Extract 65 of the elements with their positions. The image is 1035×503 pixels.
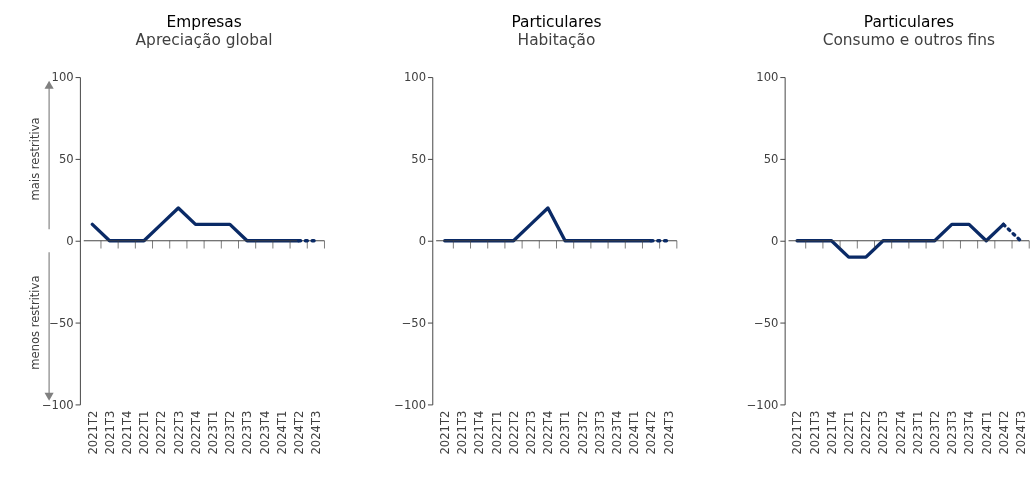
y-tick-label: 50 — [763, 152, 779, 167]
y-tick-label: −100 — [41, 397, 74, 412]
x-tick-label: 2021T3 — [102, 410, 117, 455]
x-tick-label: 2023T2 — [575, 410, 590, 455]
x-tick-label: 2021T3 — [455, 410, 470, 455]
x-tick-label: 2023T1 — [558, 410, 573, 455]
x-tick-label: 2022T1 — [489, 410, 504, 455]
x-tick-label: 2024T1 — [979, 410, 994, 455]
x-tick-label: 2022T1 — [137, 410, 152, 455]
text: menos restritiva — [28, 275, 43, 370]
x-tick-label: 2024T2 — [644, 410, 659, 455]
text: mais restritiva — [28, 117, 43, 201]
x-tick-label: 2021T2 — [790, 410, 805, 455]
x-tick-label: 2022T3 — [876, 410, 891, 455]
x-tick-label: 2022T2 — [154, 410, 169, 455]
chart-title: Particulares — [863, 13, 954, 32]
chart-subtitle: Consumo e outros fins — [822, 31, 996, 50]
y-tick-label: 100 — [51, 70, 74, 85]
y-tick-label: 50 — [411, 152, 427, 167]
x-tick-label: 2023T4 — [962, 410, 977, 455]
x-tick-label: 2023T4 — [257, 410, 272, 455]
x-tick-label: 2023T2 — [928, 410, 942, 455]
x-tick-label: 2022T1 — [842, 410, 857, 455]
x-tick-label: 2022T4 — [541, 410, 556, 455]
x-tick-label: 2024T3 — [1013, 410, 1028, 455]
x-tick-label: 2021T3 — [807, 410, 822, 455]
x-tick-label: 2024T1 — [274, 410, 289, 455]
y-tick-label: −50 — [401, 315, 427, 330]
x-tick-label: 2022T4 — [893, 410, 908, 455]
x-tick-label: 2022T3 — [524, 410, 539, 455]
x-tick-label: 2022T3 — [171, 410, 186, 455]
chart-title: Empresas — [166, 13, 242, 32]
chart-subtitle: Habitação — [517, 31, 596, 50]
x-tick-label: 2024T2 — [996, 410, 1011, 455]
y-tick-label: −100 — [394, 397, 427, 412]
y-tick-label: 100 — [403, 70, 427, 85]
y-tick-label: 0 — [771, 234, 779, 249]
x-tick-label: 2024T3 — [661, 410, 676, 455]
x-tick-label: 2022T2 — [506, 410, 521, 455]
x-tick-label: 2023T1 — [206, 410, 221, 455]
y-tick-label: −100 — [746, 397, 779, 412]
x-tick-label: 2021T2 — [438, 410, 453, 455]
y-tick-label: 0 — [418, 234, 427, 249]
x-tick-label: 2023T3 — [945, 410, 960, 455]
x-tick-label: 2024T1 — [627, 410, 642, 455]
x-tick-label: 2021T4 — [120, 410, 135, 455]
x-tick-label: 2024T3 — [309, 410, 324, 455]
x-tick-label: 2024T2 — [292, 410, 306, 455]
x-tick-label: 2023T3 — [240, 410, 255, 455]
chart-subtitle: Apreciação global — [135, 31, 273, 50]
x-tick-label: 2023T2 — [223, 410, 238, 455]
x-tick-label: 2022T2 — [859, 410, 874, 455]
x-tick-label: 2023T1 — [910, 410, 925, 455]
x-tick-label: 2023T3 — [592, 410, 607, 455]
x-tick-label: 2022T4 — [188, 410, 203, 455]
y-tick-label: −50 — [754, 315, 779, 330]
x-tick-label: 2021T4 — [824, 410, 839, 455]
y-tick-label: 0 — [66, 234, 74, 249]
x-tick-label: 2021T4 — [472, 410, 487, 455]
chart-title: Particulares — [511, 13, 602, 32]
x-tick-label: 2021T2 — [85, 410, 100, 455]
y-tick-label: 100 — [756, 70, 779, 85]
x-tick-label: 2023T4 — [610, 410, 624, 455]
y-tick-label: −50 — [49, 315, 74, 330]
y-tick-label: 50 — [58, 152, 74, 167]
